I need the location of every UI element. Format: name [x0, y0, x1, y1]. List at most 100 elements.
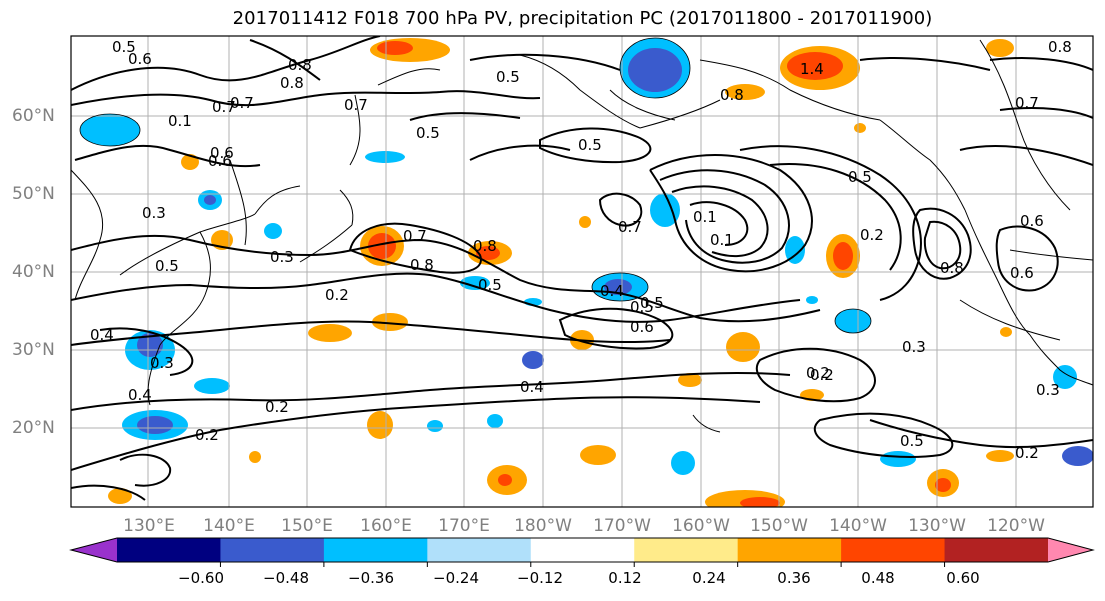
colorbar-extend-max [1048, 538, 1093, 562]
contour-label: 0.6 [210, 144, 234, 162]
precip-patch [854, 123, 866, 133]
precip-patch [372, 313, 408, 331]
contour-label: 0.8 [410, 256, 434, 274]
precip-patch [365, 151, 405, 163]
precip-patch [986, 39, 1014, 57]
precip-patch [650, 193, 680, 227]
precip-patch [476, 246, 500, 260]
contour-label: 0.7 [1015, 94, 1039, 112]
contour-label: 0.5 [578, 136, 602, 154]
contour-label: 0.5 [496, 68, 520, 86]
contour-labels: 0.5 0.6 0.8 0.7 0.1 0.7 0.6 0.3 0.5 0.3 0.2 0.8 0.5 0… [90, 38, 1072, 462]
contour-label: 0.8 [280, 74, 304, 92]
precip-patch [628, 48, 682, 92]
precip-patch [787, 52, 843, 80]
contour-label: 0.2 [810, 366, 834, 384]
contour-label: 0.1 [168, 112, 192, 130]
contour-label: 0.7 [403, 227, 427, 245]
colorbar [69, 537, 1095, 567]
precip-patch [204, 195, 216, 205]
contour-label: 0.6 [1020, 212, 1044, 230]
lon-label: 130°E [123, 516, 175, 536]
precip-patch [137, 333, 163, 357]
lon-label: 170°W [593, 516, 651, 536]
colorbar-tick-label: −0.48 [263, 569, 309, 587]
contour-label: 0.8 [473, 237, 497, 255]
contour-label: 0.6 [1010, 264, 1034, 282]
contour-label: 0.6 [208, 152, 232, 170]
colorbar-segment [841, 538, 946, 562]
colorbar-tick-label: −0.12 [517, 569, 563, 587]
precip-patch [1062, 446, 1093, 466]
contour-label: 0.1 [693, 208, 717, 226]
lon-label: 170°E [438, 516, 490, 536]
contour-label: 0.4 [520, 378, 544, 396]
contour-label: 0.2 [195, 426, 219, 444]
precip-patch [740, 497, 780, 507]
contour-label: 0.7 [212, 98, 236, 116]
contour-label: 0.2 [806, 364, 830, 382]
colorbar-segment [323, 538, 428, 562]
precip-patch [108, 488, 132, 504]
lat-label-40n: 40°N [12, 262, 55, 282]
colorbar-tick-label: −0.24 [433, 569, 479, 587]
precip-patch [580, 445, 616, 465]
precip-patch [264, 223, 282, 239]
contour-label: 0.5 [478, 276, 502, 294]
precip-patch [194, 378, 230, 394]
precip-patch [1053, 365, 1077, 389]
lon-label: 140°W [829, 516, 887, 536]
colorbar-segment [117, 538, 221, 562]
colorbar-segment [427, 538, 532, 562]
map-frame [70, 35, 1094, 508]
lon-label: 150°W [750, 516, 808, 536]
precip-patch [249, 451, 261, 463]
colorbar-tick-label: −0.60 [178, 569, 224, 587]
colorbar-tick-label: 0.12 [608, 569, 642, 587]
contour-label: 1.4 [800, 60, 824, 78]
precip-patch [367, 411, 393, 439]
lon-label: 120°W [987, 516, 1045, 536]
contour-label: 0.8 [720, 86, 744, 104]
precip-patch [604, 279, 632, 295]
colorbar-segment [737, 538, 842, 562]
contour-label: 0.5 [155, 257, 179, 275]
contour-label: 0.3 [270, 248, 294, 266]
contour-label: 0.4 [128, 386, 152, 404]
contour-label: 0.5 [630, 298, 654, 316]
colorbar-tick-label: 0.48 [861, 569, 895, 587]
precip-patch [678, 373, 702, 387]
contour-label: 0.2 [325, 286, 349, 304]
map-title: 2017011412 F018 700 hPa PV, precipitatio… [232, 8, 933, 29]
contour-label: 0.8 [288, 56, 312, 74]
precip-patch [368, 233, 396, 259]
precip-patch [880, 451, 916, 467]
colorbar-segment [944, 538, 1049, 562]
precip-patch [1000, 327, 1012, 337]
contour-label: 0.3 [902, 338, 926, 356]
precip-patch [498, 474, 512, 486]
lon-label: 150°E [281, 516, 333, 536]
contour-label: 0.5 [112, 38, 136, 56]
colorbar-extend-min [71, 538, 117, 562]
lat-label-20n: 20°N [12, 418, 55, 438]
colorbar-tick-label: 0.36 [777, 569, 811, 587]
precip-patch [785, 236, 805, 264]
precip-patch [137, 416, 173, 434]
precip-patch [835, 309, 871, 333]
colorbar-segment [220, 538, 325, 562]
lon-label: 160°W [672, 516, 730, 536]
contour-label: 0.5 [900, 432, 924, 450]
precip-outlines [79, 37, 872, 334]
lat-label-30n: 30°N [12, 340, 55, 360]
contour-label: 0.1 [710, 231, 734, 249]
lon-label: 180°W [514, 516, 572, 536]
contour-label: 0.3 [1036, 381, 1060, 399]
contour-label: 0.3 [150, 354, 174, 372]
precip-patch [377, 41, 413, 55]
contour-label: 0.6 [630, 318, 654, 336]
graticule [71, 36, 1093, 507]
precip-patch [725, 84, 765, 100]
contour-label: 0.4 [90, 326, 114, 344]
contour-label: 0.2 [860, 226, 884, 244]
